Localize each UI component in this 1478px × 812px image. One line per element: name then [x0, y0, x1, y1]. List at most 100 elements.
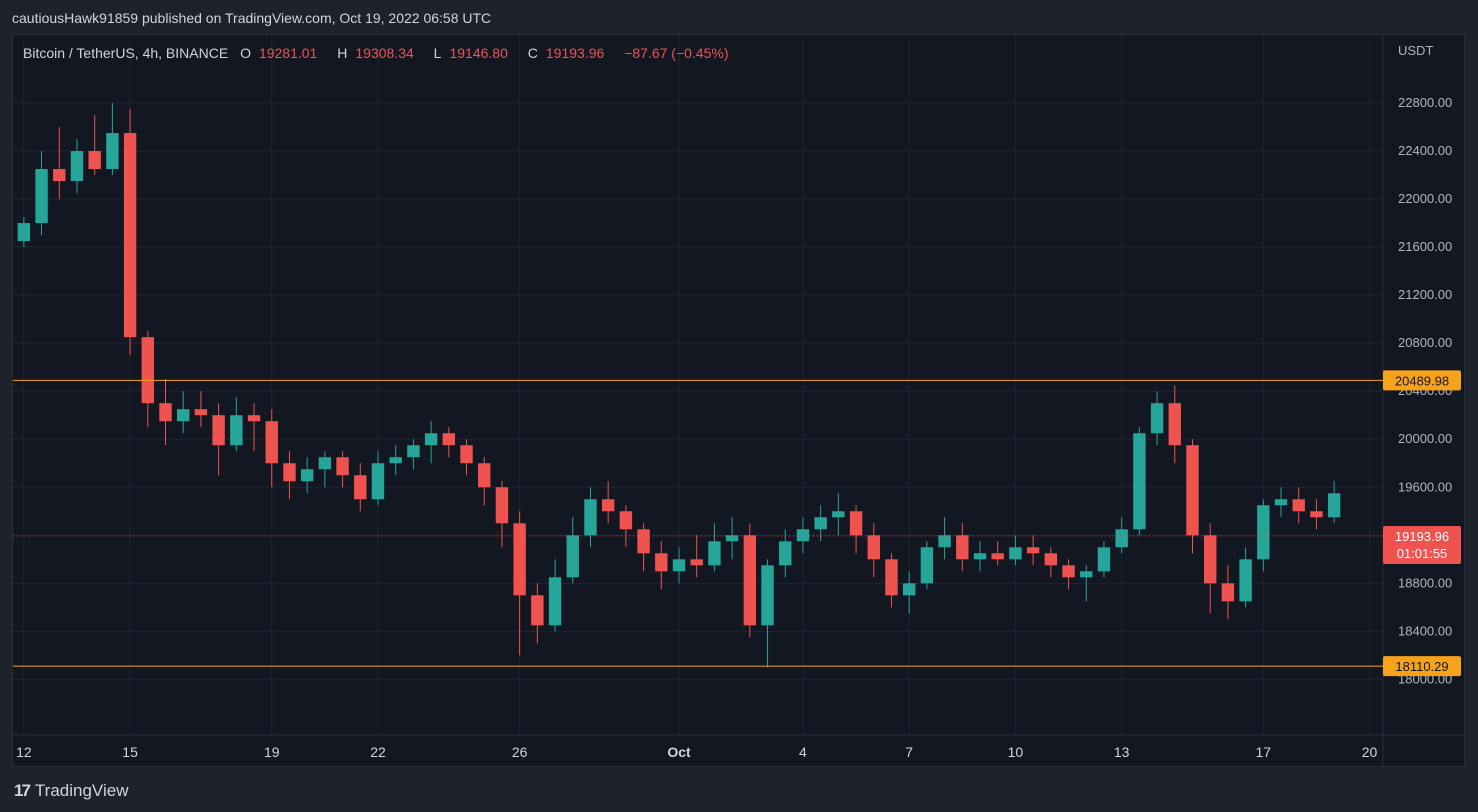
candle-body — [902, 583, 916, 596]
y-tick-label: 21200.00 — [1398, 287, 1452, 302]
currency-label: USDT — [1398, 43, 1433, 58]
tradingview-logo-icon: 17 — [14, 781, 31, 800]
brand-name: TradingView — [34, 781, 129, 800]
x-tick-label: 19 — [264, 744, 280, 760]
candle-body — [832, 511, 845, 518]
candle-body — [371, 463, 385, 500]
close-label: C — [527, 45, 538, 61]
open-number: 19281.01 — [258, 45, 318, 61]
candle-body — [761, 565, 774, 626]
candle-body — [53, 169, 66, 182]
symbol-label[interactable]: Bitcoin / TetherUS, 4h, BINANCE — [23, 45, 229, 61]
candle-body — [1133, 433, 1146, 530]
candle-body — [1204, 535, 1217, 584]
y-tick-label: 19600.00 — [1398, 479, 1452, 494]
footer-brand[interactable]: 17 TradingView — [14, 781, 128, 801]
y-tick-label: 22800.00 — [1398, 95, 1452, 110]
candle-body — [1097, 547, 1111, 572]
candlestick-chart[interactable]: 18000.0018400.0018800.0019200.0019600.00… — [13, 35, 1466, 768]
x-tick-label: 22 — [370, 744, 386, 760]
candle-body — [407, 445, 420, 458]
candle-body — [35, 169, 48, 224]
candle-body — [354, 475, 367, 500]
y-tick-label: 18800.00 — [1398, 575, 1452, 590]
candle-body — [1115, 529, 1128, 548]
candle-body — [584, 499, 597, 536]
candle-body — [548, 577, 562, 626]
candle-body — [70, 151, 84, 182]
candle-body — [814, 517, 827, 530]
candle-body — [637, 529, 650, 554]
candle-body — [230, 415, 243, 446]
candle-body — [867, 535, 880, 560]
close-number: 19193.96 — [545, 45, 605, 61]
candle-body — [1062, 565, 1075, 578]
candle-body — [1327, 493, 1341, 518]
candle-body — [247, 415, 261, 422]
candle-body — [708, 541, 721, 566]
candle-body — [460, 445, 473, 464]
close-value: C 19193.96 — [528, 45, 613, 61]
candle-body — [531, 595, 544, 626]
open-value: O 19281.01 — [240, 45, 325, 61]
candle-body — [885, 559, 898, 596]
x-tick-label: Oct — [667, 744, 691, 760]
x-tick-label: 26 — [512, 744, 528, 760]
candle-body — [212, 415, 225, 446]
candle-body — [619, 511, 633, 530]
level-price-tag — [1383, 370, 1461, 391]
candle-body — [389, 457, 402, 464]
x-tick-label: 15 — [122, 744, 138, 760]
candle-body — [336, 457, 349, 476]
candle-body — [849, 511, 863, 536]
level-price-label: 20489.98 — [1395, 373, 1449, 388]
candle-body — [1310, 511, 1323, 518]
x-tick-label: 20 — [1362, 744, 1378, 760]
candle-body — [1168, 403, 1181, 446]
x-tick-label: 17 — [1256, 744, 1272, 760]
candle-body — [690, 559, 703, 566]
candle-body — [159, 403, 172, 422]
candle-body — [1044, 553, 1058, 566]
chart-area[interactable]: 18000.0018400.0018800.0019200.0019600.00… — [12, 34, 1466, 768]
candle-body — [318, 457, 332, 470]
candle-body — [973, 553, 987, 560]
x-tick-label: 13 — [1114, 744, 1130, 760]
low-value: L 19146.80 — [434, 45, 516, 61]
y-tick-label: 21600.00 — [1398, 239, 1452, 254]
x-tick-label: 7 — [905, 744, 913, 760]
candle-body — [141, 337, 154, 404]
y-tick-label: 22000.00 — [1398, 191, 1452, 206]
candle-body — [1026, 547, 1040, 554]
candle-body — [283, 463, 296, 482]
x-tick-label: 10 — [1008, 744, 1024, 760]
published-by-line: cautiousHawk91859 published on TradingVi… — [12, 10, 492, 26]
candle-body — [478, 463, 491, 488]
last-price-tag — [1383, 526, 1461, 565]
candle-body — [1009, 547, 1022, 560]
last-price-label: 19193.96 — [1395, 529, 1449, 544]
high-number: 19308.34 — [355, 45, 414, 61]
low-number: 19146.80 — [449, 45, 508, 61]
ohlc-legend: Bitcoin / TetherUS, 4h, BINANCE O 19281.0… — [23, 45, 736, 61]
candle-body — [1150, 403, 1164, 434]
candle-body — [655, 553, 668, 572]
level-price-tag — [1383, 656, 1461, 677]
candle-body — [1292, 499, 1305, 512]
y-tick-label: 20000.00 — [1398, 431, 1452, 446]
open-label: O — [240, 45, 251, 61]
candle-body — [265, 421, 278, 464]
bar-countdown-label: 01:01:55 — [1397, 546, 1448, 561]
change-value: −87.67 (−0.45%) — [624, 45, 729, 61]
candle-body — [743, 535, 757, 626]
candle-body — [601, 499, 615, 512]
candle-body — [513, 523, 526, 596]
candle-body — [300, 469, 314, 482]
candle-body — [177, 409, 190, 422]
y-tick-label: 18400.00 — [1398, 623, 1452, 638]
candle-body — [194, 409, 208, 416]
candle-body — [1257, 505, 1270, 560]
candle-body — [1221, 583, 1235, 602]
high-label: H — [337, 45, 348, 61]
candle-body — [938, 535, 951, 548]
